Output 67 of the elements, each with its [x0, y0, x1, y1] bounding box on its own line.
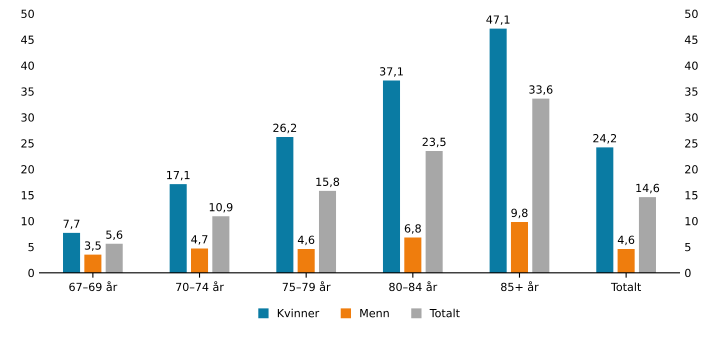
- y2-tick-label: 25: [685, 139, 698, 148]
- bar: [63, 232, 80, 273]
- text: 4,6: [298, 236, 314, 246]
- text: 26,2: [273, 124, 296, 134]
- text: 3,5: [84, 241, 101, 251]
- text: 17,1: [167, 170, 190, 180]
- x-tick-label: 75–79 år: [282, 281, 331, 292]
- text: 9,8: [511, 208, 528, 218]
- text: 24,2: [593, 134, 616, 144]
- text: 10,9: [210, 202, 232, 213]
- bar: [638, 197, 656, 273]
- y-tick-label: 15: [22, 191, 34, 200]
- y-tick-label: 40: [21, 61, 34, 70]
- x-tick-label: Totalt: [610, 282, 642, 292]
- legend-label: Kvinner: [278, 308, 320, 318]
- text: 47,1: [486, 15, 510, 25]
- y2-tick-label: 30: [685, 113, 698, 122]
- text: 5,6: [106, 230, 122, 240]
- y2-tick-label: 35: [685, 87, 698, 96]
- bar: [596, 147, 614, 273]
- y-tick-label: 50: [21, 10, 34, 18]
- y2-tick-label: 50: [685, 10, 698, 18]
- y-tick-label: 25: [21, 139, 34, 148]
- bar: [404, 238, 422, 273]
- y2-tick-label: 15: [686, 191, 698, 200]
- bar: [426, 150, 443, 273]
- bar: [318, 190, 336, 273]
- bar: [298, 248, 315, 273]
- text: 37,1: [380, 67, 403, 77]
- x-tick-label: 70–74 år: [176, 281, 224, 292]
- bar: [106, 244, 123, 273]
- y-tick-label: 10: [22, 216, 34, 226]
- y2-tick-label: 40: [684, 61, 698, 70]
- bar: [382, 80, 400, 273]
- y2-tick-label: 0: [685, 268, 691, 278]
- text: 4,6: [618, 236, 634, 246]
- legend-label: Menn: [360, 309, 389, 318]
- y2-tick-label: 45: [684, 36, 698, 44]
- text: 15,8: [316, 178, 340, 188]
- text: 33,6: [529, 85, 552, 95]
- text: 14,6: [636, 184, 660, 194]
- bar: [212, 216, 230, 273]
- bar: [532, 98, 550, 273]
- bar: [276, 137, 294, 273]
- bar: [190, 248, 208, 273]
- x-tick-label: 67–69 år: [69, 281, 118, 292]
- bar: [84, 254, 102, 273]
- text: 4,7: [191, 235, 208, 245]
- y2-tick-label: 5: [685, 243, 690, 252]
- bar: [490, 28, 507, 273]
- y-tick-label: 30: [21, 113, 34, 122]
- y-tick-label: 0: [28, 268, 34, 278]
- y2-tick-label: 20: [685, 165, 698, 174]
- y-tick-label: 35: [21, 87, 34, 96]
- text: 7,7: [64, 220, 80, 230]
- text: 6,8: [404, 224, 421, 234]
- bar: [510, 222, 528, 273]
- y-tick-label: 5: [28, 243, 34, 252]
- y-tick-label: 20: [21, 165, 34, 174]
- y-tick-label: 45: [21, 36, 34, 44]
- text: 23,5: [422, 138, 446, 148]
- bar: [170, 184, 187, 273]
- y2-tick-label: 10: [686, 216, 698, 226]
- bar: [618, 248, 635, 273]
- x-tick-label: 85+ år: [501, 281, 539, 292]
- legend-label: Totalt: [430, 308, 460, 318]
- x-tick-label: 80–84 år: [389, 281, 438, 292]
